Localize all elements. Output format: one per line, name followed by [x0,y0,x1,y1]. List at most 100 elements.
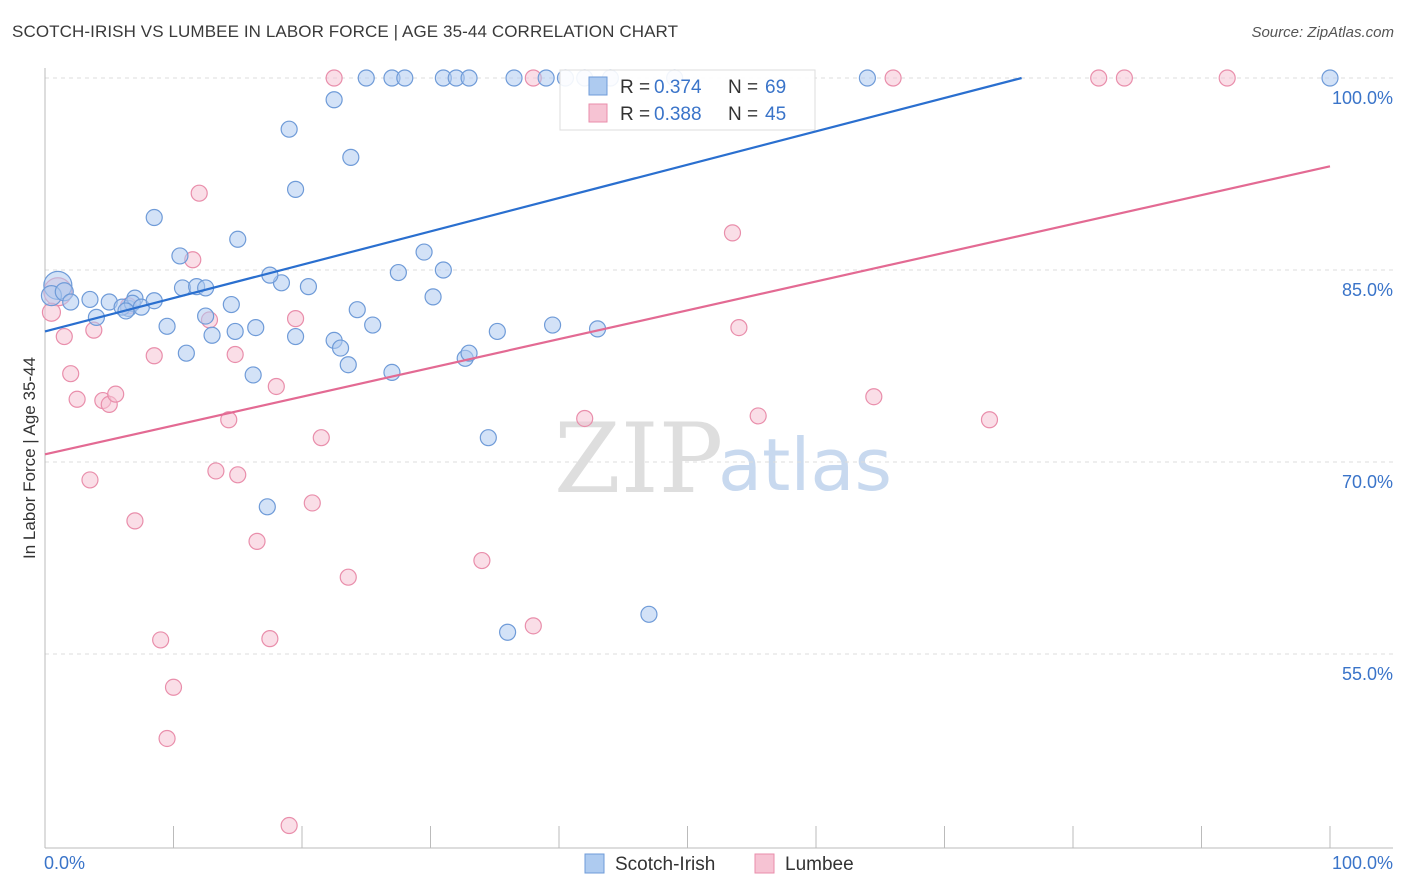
lumbee-point [286,310,305,328]
lumbee-point [158,729,176,748]
legend-r-label-2: R = [620,104,650,125]
bottom-legend-label-lumbee: Lumbee [785,854,854,875]
y-axis-title: In Labor Force | Age 35-44 [20,357,39,559]
legend-r-label-1: R = [620,77,650,98]
lumbee-point [730,319,748,337]
lumbee-point [723,224,742,242]
scotch-irish-point [364,316,382,334]
lumbee-point [164,678,183,696]
scotch-irish-point [280,120,298,138]
scotch-irish-point [145,208,163,227]
scotch-irish-point [434,261,452,279]
lumbee-point [81,471,99,489]
lumbee-point [303,494,321,512]
scotch-irish-point [203,326,221,344]
scotch-irish-point [460,69,478,87]
lumbee-point [226,345,244,364]
scotch-irish-point [460,344,478,362]
lumbee-point [62,365,80,383]
y-tick-label: 85.0% [1342,280,1393,300]
lumbee-point [312,429,330,447]
lumbee-point [339,568,357,586]
x-tick-label-max: 100.0% [1332,853,1393,873]
lumbee-point [1218,69,1236,87]
scotch-irish-point [357,69,375,87]
lumbee-point [229,466,247,484]
scotch-irish-point [342,148,360,166]
legend-n-value-1: 69 [765,77,786,98]
scotch-irish-point [229,230,247,248]
scotch-irish-point [286,327,305,346]
scotch-irish-point [348,301,366,319]
lumbee-point [325,69,343,87]
legend-swatch-lumbee [588,103,608,123]
y-tick-label: 100.0% [1332,88,1393,108]
scotch-irish-point [331,339,350,357]
lumbee-point [126,512,144,530]
x-tick-label-min: 0.0% [44,853,85,873]
legend-r-value-1: 0.374 [654,77,702,98]
legend-n-label-1: N = [728,77,758,98]
y-tick-label: 70.0% [1342,472,1393,492]
scotch-irish-point [247,319,265,337]
lumbee-point [473,551,491,570]
scotch-irish-point [479,429,497,447]
lumbee-point [524,617,542,635]
scotch-irish-point [543,316,562,334]
scotch-irish-point [222,295,240,314]
lumbee-point [1090,69,1108,87]
legend-r-value-2: 0.388 [654,104,702,125]
scotch-irish-point [505,69,523,87]
scotch-irish-point [415,243,433,261]
scotch-irish-point [537,69,555,87]
scotch-irish-point [258,498,276,516]
scotch-irish-point [499,623,517,641]
bottom-legend-swatch-scotch-irish [584,853,605,874]
scotch-irish-point [81,290,99,309]
legend-n-value-2: 45 [765,104,786,125]
scotch-irish-point [158,317,176,335]
y-tick-label: 55.0% [1342,664,1393,684]
stats-legend: R = 0.374 N = 69 R = 0.388 N = 45 [559,69,816,131]
scotch-irish-point [858,69,877,87]
lumbee-point [576,409,594,428]
bottom-legend-swatch-lumbee [754,853,775,874]
lumbee-trendline [44,165,1331,456]
scotch-irish-point [424,288,442,306]
lumbee-point [1115,69,1134,87]
scotch-irish-trendline [44,76,1022,333]
lumbee-point [261,630,279,648]
lumbee-point [267,377,285,396]
lumbee-point [207,462,225,480]
scotch-irish-point [325,91,343,109]
lumbee-point [865,388,883,406]
scotch-irish-point [396,69,414,87]
lumbee-point [107,385,125,403]
scotch-irish-point [177,344,195,362]
scotch-irish-point [640,605,658,623]
lumbee-point [55,327,73,346]
scotch-irish-point [244,366,262,384]
scotch-irish-point [389,263,407,282]
scotch-irish-point [299,278,318,296]
legend-swatch-scotch-irish [588,76,608,96]
scotch-irish-point [171,247,189,265]
scotch-irish-point [339,356,357,374]
scotch-irish-point [197,307,215,325]
lumbee-point [220,411,238,429]
lumbee-point [280,816,298,835]
chart-title: SCOTCH-IRISH VS LUMBEE IN LABOR FORCE | … [12,22,679,41]
scotch-irish-point [286,180,305,198]
lumbee-point [152,631,170,649]
scotch-irish-point [226,322,244,341]
watermark-atlas: atlas [718,423,892,507]
lumbee-point [190,184,208,202]
lumbee-point [68,390,86,408]
lumbee-point [980,411,999,429]
series-legend: Scotch-Irish Lumbee [584,853,854,875]
lumbee-point [248,532,266,550]
source-credit: Source: ZipAtlas.com [1251,24,1394,41]
lumbee-point [749,407,767,425]
scotch-irish-point [1321,69,1339,87]
